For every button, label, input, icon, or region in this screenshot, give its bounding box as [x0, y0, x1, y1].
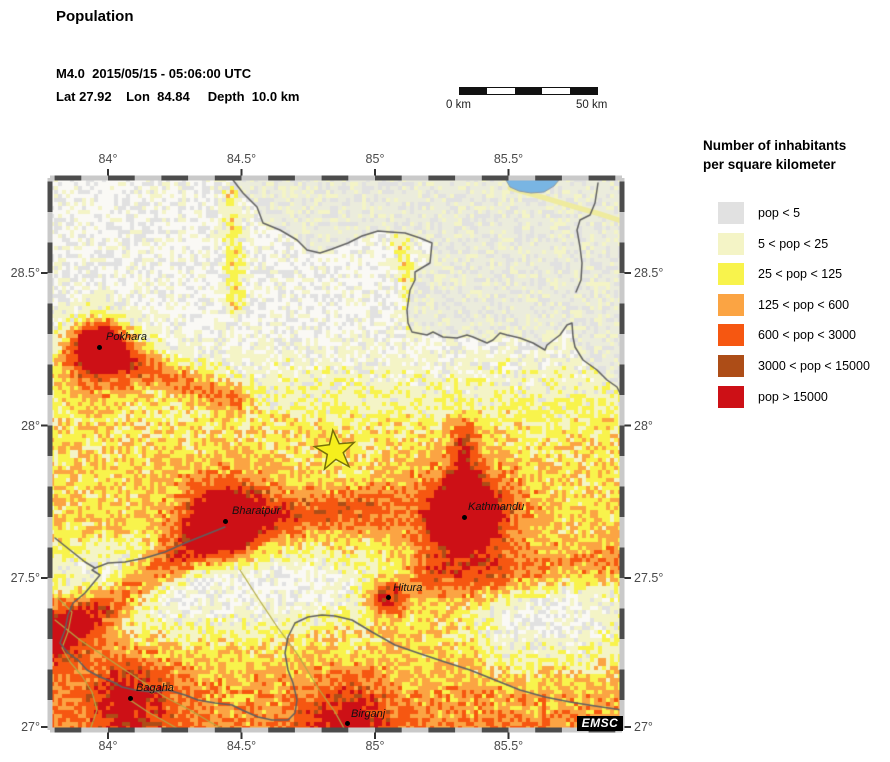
legend-item: 125 < pop < 600	[718, 293, 889, 316]
axis-label-lon-bottom: 84.5°	[226, 739, 257, 753]
legend-swatch	[718, 385, 744, 408]
axis-label-lon-top: 85.5°	[493, 152, 524, 166]
legend-item: pop < 5	[718, 202, 889, 224]
epicenter-star	[312, 428, 357, 472]
event-magnitude-datetime: M4.0 2015/05/15 - 05:06:00 UTC	[56, 66, 252, 81]
city-label: Bagaha	[136, 682, 174, 694]
scale-bar-segment	[514, 88, 543, 94]
legend-swatch	[718, 202, 744, 224]
legend-label: 125 < pop < 600	[758, 297, 850, 312]
axis-label-lon-bottom: 84°	[98, 739, 118, 753]
city-dot	[96, 344, 102, 350]
legend-item: 25 < pop < 125	[718, 263, 889, 286]
legend-title-line2: per square kilometer	[703, 157, 836, 172]
legend-title: Number of inhabitants per square kilomet…	[703, 136, 889, 174]
scale-bar-end-label: 50 km	[576, 99, 608, 111]
legend-label: 5 < pop < 25	[758, 236, 829, 251]
scale-bar-segment	[487, 88, 515, 94]
city-label: Bharatpur	[232, 505, 281, 517]
page-title: Population	[56, 8, 134, 25]
city-label: Pokhara	[106, 331, 147, 343]
legend-swatch	[718, 293, 744, 316]
axis-label-lat-left: 28°	[21, 418, 40, 433]
axis-label-lat-left: 27.5°	[10, 571, 40, 585]
emsc-credit: EMSC	[577, 716, 623, 731]
legend-swatch	[718, 354, 744, 377]
axis-label-lat-right: 28°	[634, 418, 653, 433]
city-dot	[461, 514, 467, 520]
scale-bar-segment	[569, 88, 598, 94]
city-dot	[222, 518, 228, 524]
axis-label-lat-left: 27°	[21, 720, 40, 734]
city-dot	[344, 720, 350, 726]
axis-label-lat-right: 27°	[634, 720, 653, 734]
city-dot	[385, 594, 391, 600]
legend-item: 5 < pop < 25	[718, 232, 889, 255]
legend-label: 600 < pop < 3000	[758, 328, 857, 343]
legend-swatch	[718, 324, 744, 347]
city-dot	[127, 695, 133, 701]
city-label: Birganj	[351, 708, 386, 720]
legend-title-line1: Number of inhabitants	[703, 138, 847, 153]
legend-label: 25 < pop < 125	[758, 267, 843, 282]
axis-label-lat-right: 27.5°	[634, 571, 664, 585]
city-label: Hitura	[393, 582, 423, 594]
legend-swatch	[718, 232, 744, 255]
legend-label: pop < 5	[758, 206, 801, 220]
axis-label-lon-top: 85°	[365, 152, 385, 166]
scale-bar-segment	[460, 88, 488, 94]
legend-item: 600 < pop < 3000	[718, 324, 889, 347]
axis-label-lon-top: 84°	[98, 152, 118, 166]
axis-label-lat-left: 28.5°	[10, 266, 40, 280]
legend: Number of inhabitants per square kilomet…	[703, 136, 889, 408]
legend-items: pop < 5 5 < pop < 25 25 < pop < 125 125 < p…	[703, 202, 889, 408]
legend-label: 3000 < pop < 15000	[758, 358, 870, 373]
legend-item: 3000 < pop < 15000	[718, 354, 889, 377]
scale-bar-segment	[542, 88, 570, 94]
axis-label-lon-bottom: 85°	[365, 739, 385, 753]
axis-label-lat-right: 28.5°	[634, 266, 664, 280]
legend-swatch	[718, 263, 744, 286]
legend-item: pop > 15000	[718, 385, 889, 408]
scale-bar-start-label: 0 km	[446, 99, 471, 111]
city-label: Kathmandu	[468, 501, 525, 513]
axis-label-lon-bottom: 85.5°	[493, 739, 524, 753]
axis-label-lon-top: 84.5°	[226, 152, 257, 166]
event-coordinates-depth: Lat 27.92 Lon 84.84 Depth 10.0 km	[56, 89, 300, 104]
scale-bar	[459, 87, 598, 95]
legend-label: pop > 15000	[758, 389, 828, 404]
